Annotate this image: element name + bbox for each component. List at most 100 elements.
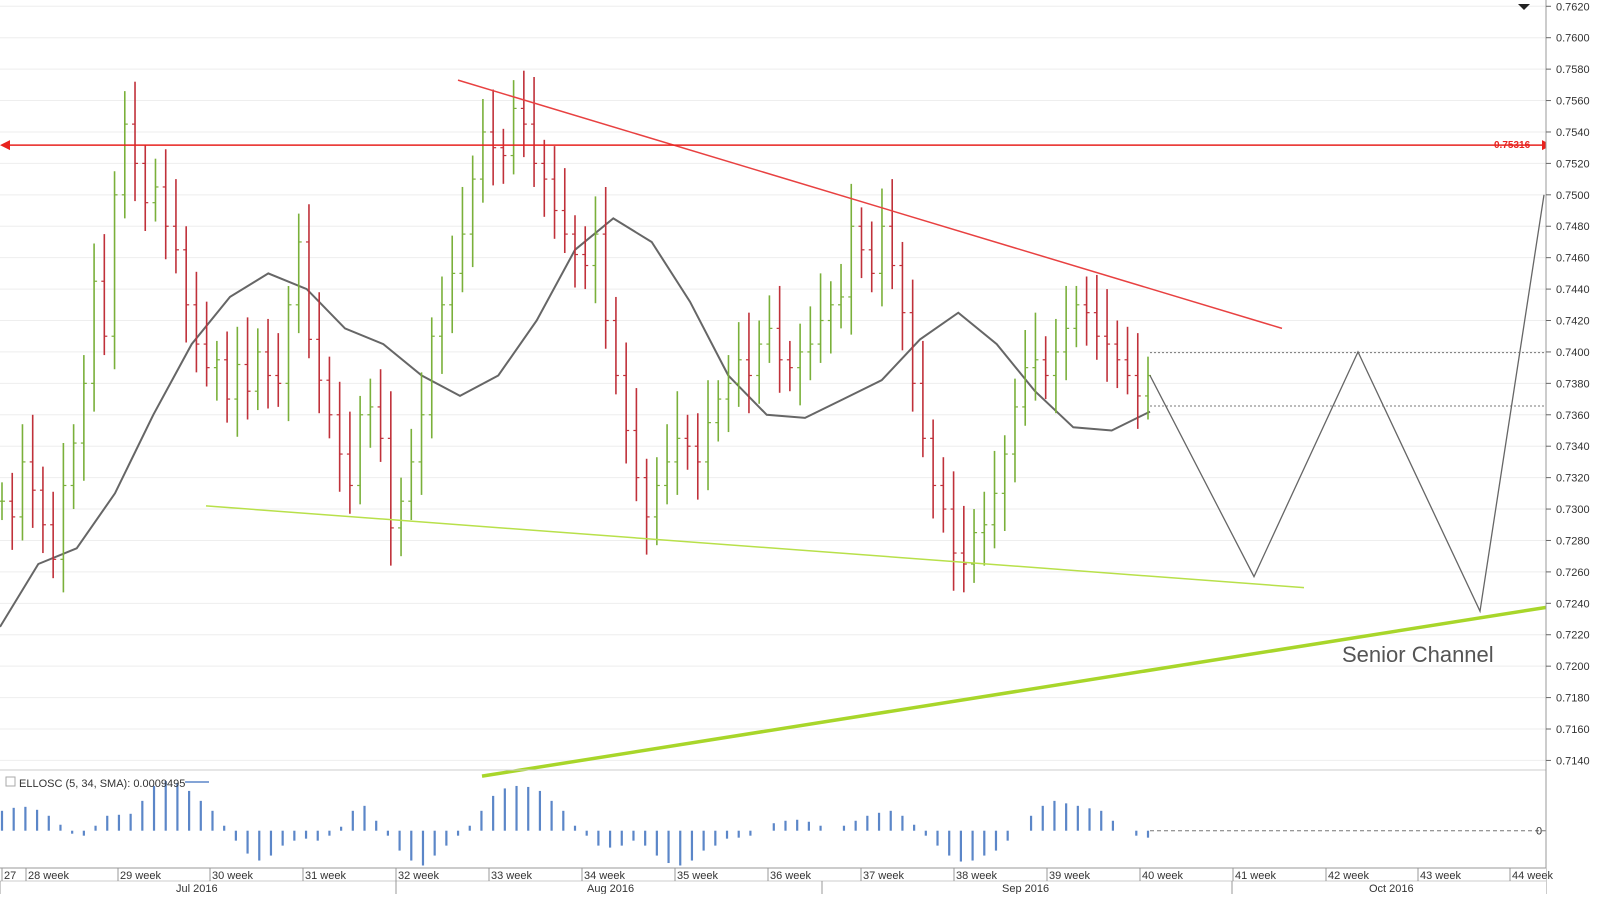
candle bbox=[101, 234, 108, 356]
week-label: 37 week bbox=[863, 870, 904, 882]
price-tick-label: 0.7220 bbox=[1556, 630, 1590, 642]
candle bbox=[428, 317, 435, 439]
candle bbox=[807, 306, 814, 381]
price-tick-label: 0.7500 bbox=[1556, 190, 1590, 202]
price-tick-label: 0.7340 bbox=[1556, 441, 1590, 453]
candle bbox=[172, 179, 179, 274]
candle bbox=[80, 355, 87, 481]
candle bbox=[367, 378, 374, 448]
time-axis: 27 28 week 29 week 30 week 31 week 32 week 33 … bbox=[0, 867, 1553, 895]
candle bbox=[19, 424, 26, 541]
candle bbox=[39, 466, 46, 554]
price-tick-label: 0.7520 bbox=[1556, 158, 1590, 170]
candle bbox=[960, 505, 967, 593]
candle bbox=[899, 241, 906, 351]
candle bbox=[572, 215, 578, 288]
candle bbox=[1032, 312, 1039, 401]
candle bbox=[971, 509, 978, 583]
candle bbox=[244, 317, 251, 420]
candle bbox=[715, 380, 722, 442]
candle bbox=[193, 271, 200, 373]
candle bbox=[1104, 289, 1111, 382]
price-tick-label: 0.7260 bbox=[1556, 567, 1590, 579]
price-tick-label: 0.7440 bbox=[1556, 284, 1590, 296]
candle bbox=[551, 146, 558, 239]
candle bbox=[326, 356, 333, 439]
candle bbox=[479, 98, 486, 203]
candle bbox=[438, 276, 445, 374]
candle bbox=[203, 301, 210, 387]
month-label: Oct 2016 bbox=[1369, 883, 1414, 894]
candle bbox=[91, 243, 98, 412]
price-axis: 0.7620 0.7600 0.7580 0.7560 0.7540 0.7520 0.75… bbox=[1545, 0, 1617, 894]
candle bbox=[224, 331, 231, 423]
candle bbox=[1052, 318, 1059, 414]
candle bbox=[234, 326, 241, 437]
week-label: 34 week bbox=[584, 870, 625, 882]
candle bbox=[766, 295, 773, 363]
week-label: 44 week bbox=[1512, 870, 1553, 882]
candle bbox=[275, 333, 282, 407]
candle bbox=[612, 296, 619, 395]
candle bbox=[459, 186, 466, 293]
candle bbox=[29, 414, 36, 528]
oscillator-label: ELLOSC (5, 34, SMA): 0.0009495 bbox=[19, 778, 185, 790]
candle bbox=[1124, 326, 1131, 395]
candle bbox=[520, 70, 527, 158]
candle bbox=[1083, 276, 1090, 346]
price-tick-label: 0.7160 bbox=[1556, 724, 1590, 736]
candle bbox=[60, 443, 67, 593]
candle bbox=[541, 139, 548, 217]
candle bbox=[858, 207, 865, 279]
candle bbox=[930, 419, 937, 519]
candle bbox=[70, 424, 77, 510]
candle bbox=[776, 285, 783, 393]
candle bbox=[254, 328, 261, 411]
chevron-down-icon[interactable] bbox=[1518, 4, 1530, 10]
candle bbox=[265, 318, 272, 409]
forecast-path bbox=[1149, 194, 1545, 614]
candle bbox=[838, 263, 845, 329]
candle bbox=[1063, 285, 1070, 381]
week-label: 39 week bbox=[1049, 870, 1090, 882]
candle bbox=[346, 411, 353, 514]
candle bbox=[756, 320, 763, 404]
arrow-left-icon bbox=[0, 140, 10, 151]
price-tick-label: 0.7380 bbox=[1556, 378, 1590, 390]
price-tick-label: 0.7200 bbox=[1556, 661, 1590, 673]
price-tick-label: 0.7140 bbox=[1556, 755, 1590, 767]
candle bbox=[500, 128, 507, 184]
resistance-label: 0.75316 bbox=[1494, 140, 1531, 151]
candle bbox=[418, 372, 425, 495]
price-tick-label: 0.7480 bbox=[1556, 221, 1590, 233]
month-label: Aug 2016 bbox=[587, 883, 634, 894]
candle bbox=[602, 186, 609, 349]
candle bbox=[469, 155, 476, 268]
week-label: 32 week bbox=[398, 870, 439, 882]
axis-background bbox=[1546, 0, 1617, 868]
candle bbox=[735, 322, 742, 407]
candle bbox=[1011, 378, 1018, 483]
candle bbox=[940, 457, 947, 533]
price-tick-label: 0.7300 bbox=[1556, 504, 1590, 516]
candle bbox=[9, 472, 16, 550]
candle bbox=[111, 171, 118, 370]
candle bbox=[490, 89, 497, 186]
week-label: 42 week bbox=[1328, 870, 1369, 882]
week-label: 40 week bbox=[1142, 870, 1183, 882]
candle bbox=[950, 471, 957, 591]
candle bbox=[316, 292, 323, 414]
candle bbox=[305, 204, 312, 359]
candle bbox=[664, 424, 671, 505]
candle bbox=[623, 342, 630, 464]
price-tick-label: 0.7460 bbox=[1556, 253, 1590, 265]
candle bbox=[377, 369, 384, 462]
candle bbox=[705, 380, 712, 491]
candle bbox=[162, 149, 169, 260]
week-label: 28 week bbox=[28, 870, 69, 882]
candle bbox=[725, 355, 732, 433]
candle bbox=[132, 81, 139, 202]
candle bbox=[1093, 274, 1100, 360]
